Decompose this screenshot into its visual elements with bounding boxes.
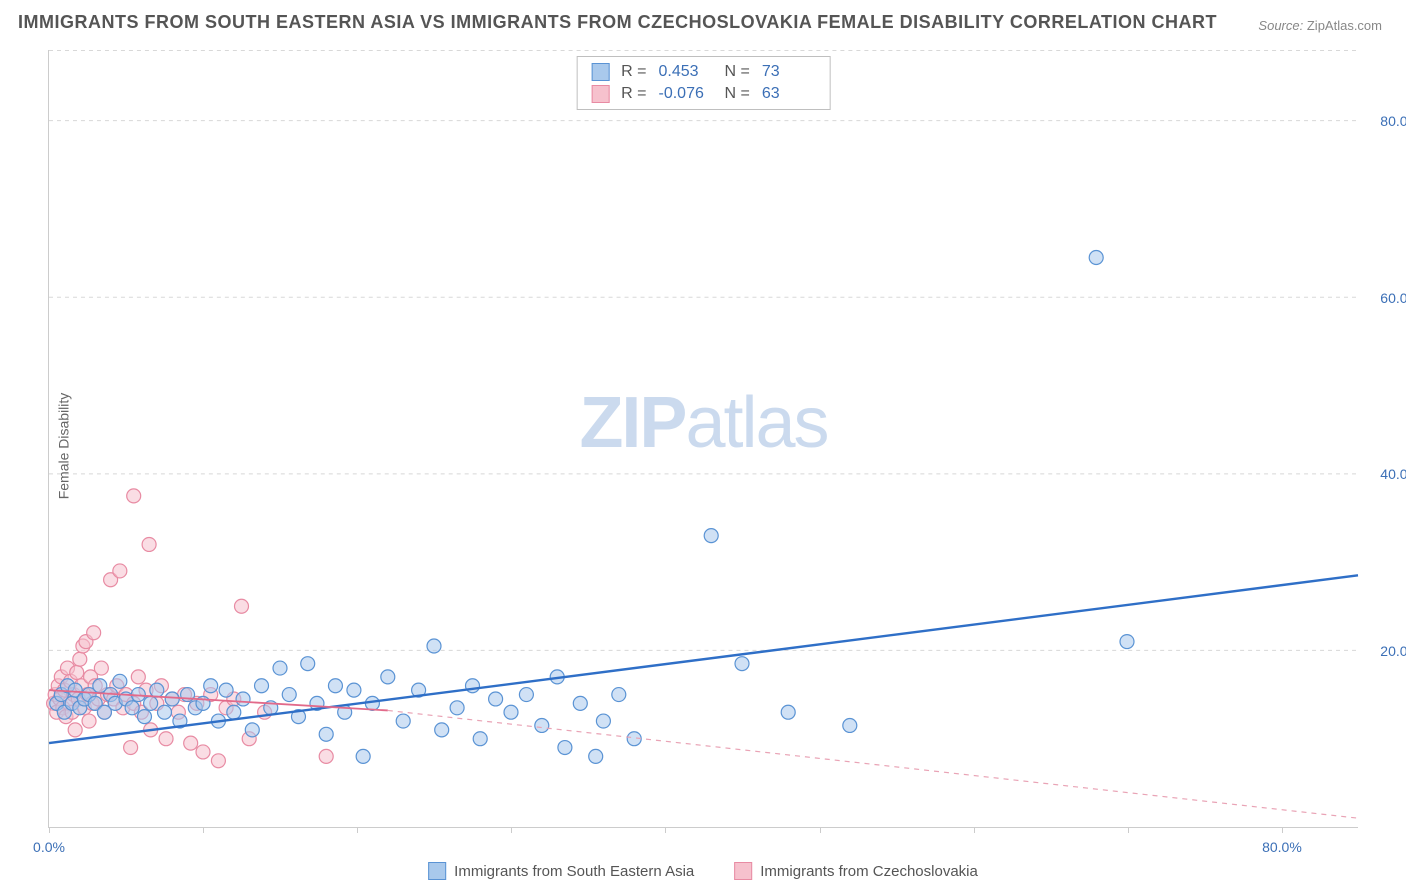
legend-item-series1: Immigrants from South Eastern Asia (428, 862, 694, 880)
stat-n-label-1: N = (725, 63, 750, 81)
stat-r-value-1: 0.453 (659, 63, 713, 81)
swatch-series2 (591, 85, 609, 103)
stat-r-label-1: R = (621, 63, 646, 81)
x-tick-mark (49, 827, 50, 833)
stats-legend-box: R = 0.453 N = 73 R = -0.076 N = 63 (576, 56, 831, 110)
source-label: Source: (1258, 18, 1303, 33)
source-attribution: Source: ZipAtlas.com (1258, 18, 1382, 33)
y-tick-label: 20.0% (1364, 643, 1406, 659)
x-tick-mark (511, 827, 512, 833)
stats-row-series1: R = 0.453 N = 73 (591, 61, 816, 83)
plot-area: ZIPatlas 20.0%40.0%60.0%80.0% 0.0% 80.0%… (48, 50, 1358, 828)
x-tick-label-max: 80.0% (1262, 839, 1302, 855)
x-tick-label-min: 0.0% (33, 839, 65, 855)
stat-n-label-2: N = (725, 85, 750, 103)
x-tick-mark (974, 827, 975, 833)
stats-row-series2: R = -0.076 N = 63 (591, 83, 816, 105)
chart-svg (49, 50, 1358, 827)
x-tick-mark (1128, 827, 1129, 833)
bottom-legend: Immigrants from South Eastern Asia Immig… (428, 862, 978, 880)
stat-n-value-2: 63 (762, 85, 816, 103)
y-tick-label: 40.0% (1364, 466, 1406, 482)
swatch-series1 (591, 63, 609, 81)
y-tick-label: 60.0% (1364, 290, 1406, 306)
x-tick-mark (820, 827, 821, 833)
x-tick-mark (665, 827, 666, 833)
x-tick-mark (357, 827, 358, 833)
chart-title: IMMIGRANTS FROM SOUTH EASTERN ASIA VS IM… (18, 12, 1217, 33)
legend-label-series1: Immigrants from South Eastern Asia (454, 863, 694, 880)
stat-n-value-1: 73 (762, 63, 816, 81)
legend-item-series2: Immigrants from Czechoslovakia (734, 862, 978, 880)
stat-r-value-2: -0.076 (659, 85, 713, 103)
legend-swatch-series2 (734, 862, 752, 880)
legend-label-series2: Immigrants from Czechoslovakia (760, 863, 978, 880)
x-tick-mark (203, 827, 204, 833)
stat-r-label-2: R = (621, 85, 646, 103)
source-value: ZipAtlas.com (1307, 18, 1382, 33)
y-tick-label: 80.0% (1364, 113, 1406, 129)
legend-swatch-series1 (428, 862, 446, 880)
x-tick-mark (1282, 827, 1283, 833)
